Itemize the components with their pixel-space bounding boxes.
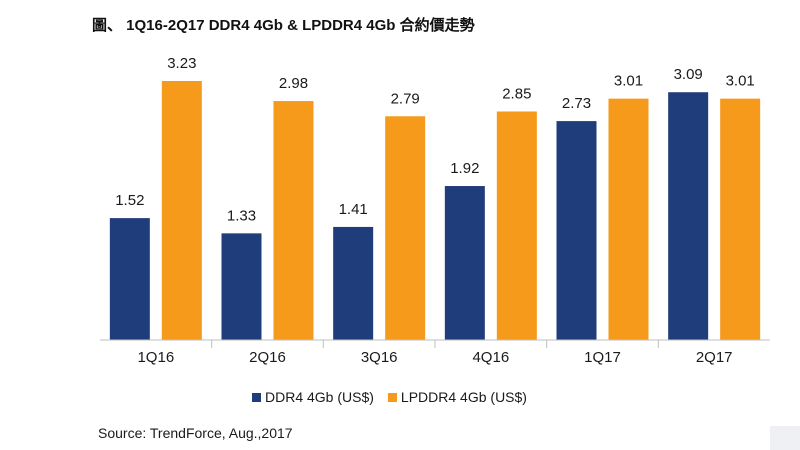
bar-ddr4-2q16 [221, 233, 262, 340]
bar-lpddr4-2q16 [273, 101, 314, 340]
legend-item-lpddr4: LPDDR4 4Gb (US$) [387, 389, 527, 405]
data-label-ddr4-1q16: 1.52 [115, 192, 144, 209]
bar-lpddr4-1q16 [161, 81, 202, 340]
legend-swatch-lpddr4 [387, 392, 397, 402]
x-tick-label-3q16: 3Q16 [361, 349, 398, 366]
x-tick-label-2q17: 2Q17 [696, 349, 733, 366]
bar-lpddr4-2q17 [720, 98, 761, 340]
data-label-lpddr4-1q16: 3.23 [167, 55, 196, 72]
data-label-ddr4-2q16: 1.33 [227, 207, 256, 224]
legend-swatch-ddr4 [252, 392, 261, 402]
corner-watermark [770, 426, 800, 450]
bar-ddr4-2q17 [668, 92, 709, 340]
x-tick-label-2q16: 2Q16 [249, 349, 286, 366]
data-label-lpddr4-2q16: 2.98 [279, 75, 308, 92]
data-label-ddr4-3q16: 1.41 [339, 201, 368, 218]
data-label-ddr4-4q16: 1.92 [450, 160, 479, 177]
chart-title: 圖、 1Q16-2Q17 DDR4 4Gb & LPDDR4 4Gb 合約價走勢 [92, 17, 475, 34]
legend-label-ddr4: DDR4 4Gb (US$) [265, 389, 374, 405]
bar-lpddr4-4q16 [496, 111, 537, 341]
bar-lpddr4-3q16 [385, 116, 426, 340]
bar-lpddr4-1q17 [608, 98, 649, 340]
legend-item-ddr4: DDR4 4Gb (US$) [252, 389, 374, 405]
bar-ddr4-3q16 [333, 226, 374, 340]
data-label-ddr4-1q17: 2.73 [562, 95, 591, 112]
data-label-lpddr4-4q16: 2.85 [502, 85, 531, 102]
bar-ddr4-1q16 [109, 218, 150, 340]
x-tick-label-1q16: 1Q16 [137, 349, 174, 366]
bar-ddr4-4q16 [444, 186, 485, 340]
data-label-lpddr4-2q17: 3.01 [726, 73, 755, 90]
x-tick-label-1q17: 1Q17 [584, 349, 621, 366]
data-label-ddr4-2q17: 3.09 [674, 66, 703, 83]
bar-ddr4-1q17 [556, 121, 597, 340]
chart-legend: DDR4 4Gb (US$) LPDDR4 4Gb (US$) [252, 389, 541, 405]
legend-label-lpddr4: LPDDR4 4Gb (US$) [400, 389, 527, 405]
data-label-lpddr4-3q16: 2.79 [391, 90, 420, 107]
source-note: Source: TrendForce, Aug.,2017 [98, 425, 293, 441]
data-label-lpddr4-1q17: 3.01 [614, 73, 643, 90]
x-tick-label-4q16: 4Q16 [472, 349, 509, 366]
